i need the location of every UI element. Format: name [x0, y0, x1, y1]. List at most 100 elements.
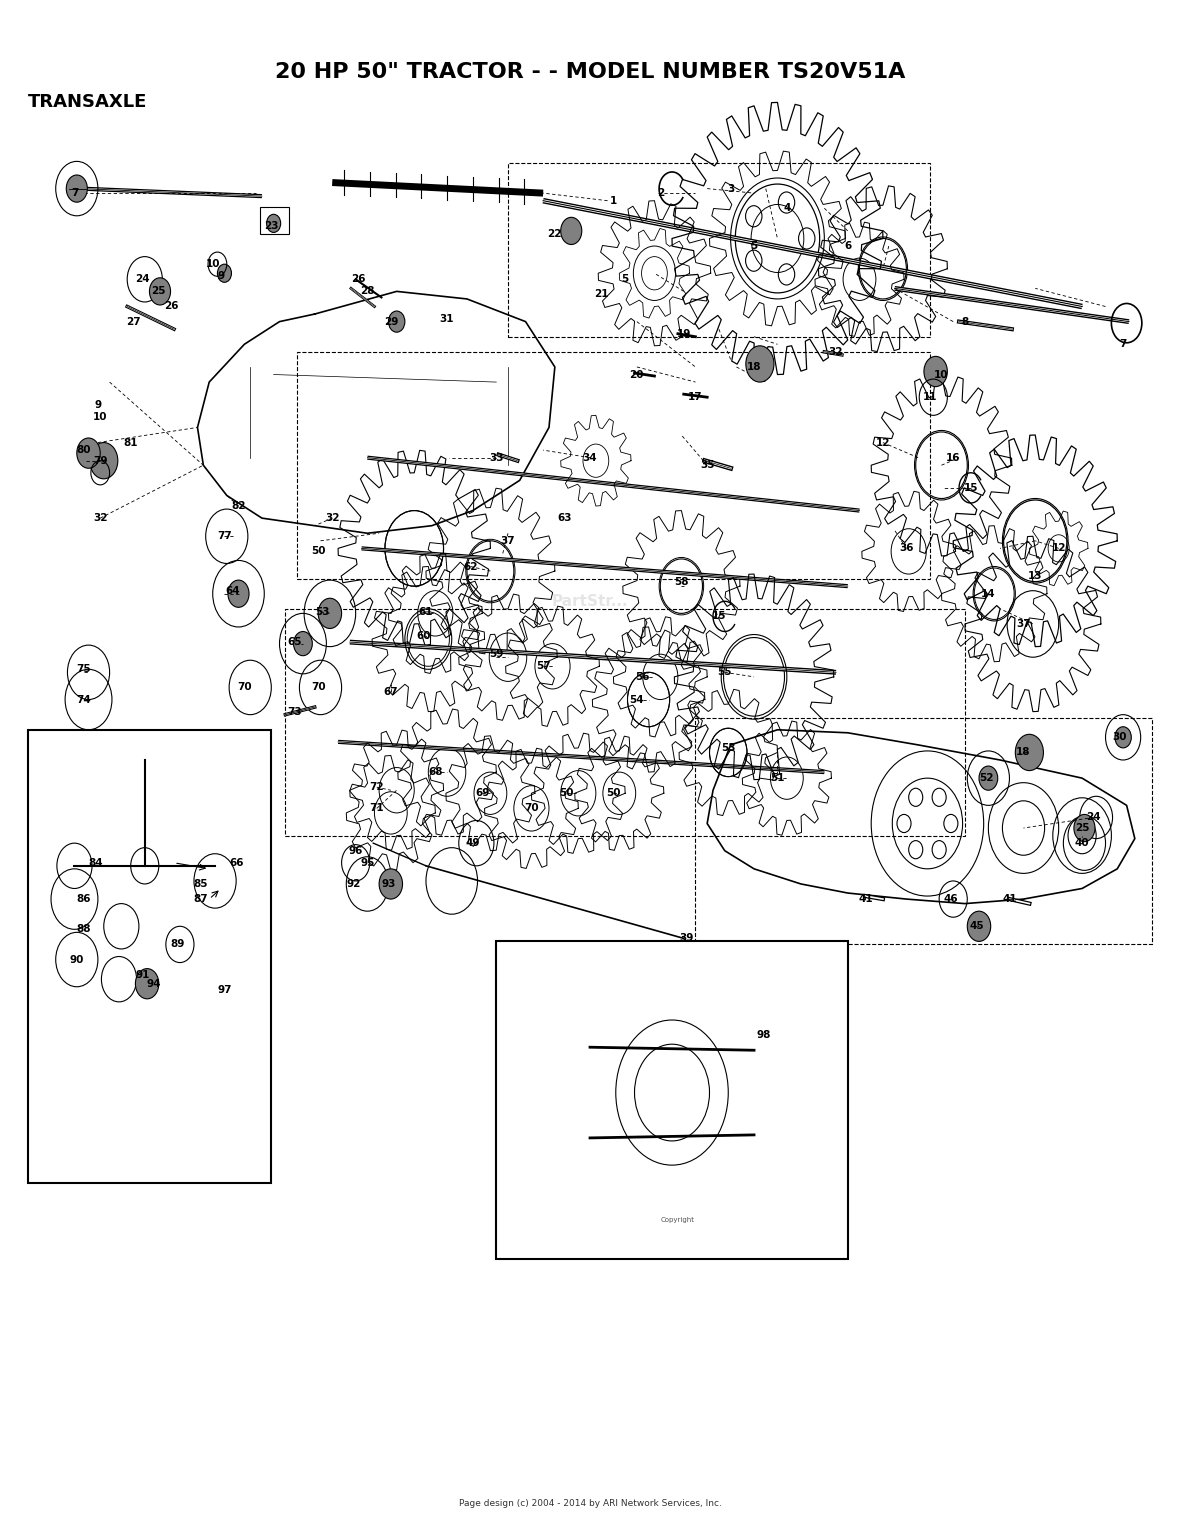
Text: 2: 2: [657, 188, 664, 198]
Text: 87: 87: [194, 894, 209, 904]
Text: 95: 95: [360, 857, 374, 868]
Text: 5: 5: [750, 242, 758, 251]
Circle shape: [319, 599, 341, 628]
Text: 32: 32: [828, 347, 844, 357]
Text: 32: 32: [93, 514, 107, 523]
Text: 9: 9: [94, 400, 101, 410]
Text: 40: 40: [1075, 838, 1089, 848]
Circle shape: [1115, 727, 1132, 748]
Text: 98: 98: [756, 1031, 771, 1040]
Circle shape: [217, 264, 231, 283]
Circle shape: [267, 214, 281, 233]
Text: 61: 61: [419, 606, 433, 617]
Text: 26: 26: [350, 274, 366, 284]
Text: 29: 29: [384, 316, 398, 327]
Text: 45: 45: [969, 921, 984, 932]
Text: 25: 25: [1075, 822, 1089, 833]
Text: 7: 7: [1120, 339, 1127, 350]
Text: 69: 69: [476, 789, 490, 798]
Text: 36: 36: [899, 543, 913, 553]
Text: 20: 20: [630, 369, 644, 380]
Text: 82: 82: [231, 502, 245, 511]
Text: 39: 39: [678, 933, 694, 944]
Text: 5: 5: [622, 274, 629, 284]
Text: 53: 53: [315, 606, 330, 617]
Text: 19: 19: [676, 328, 691, 339]
Text: 74: 74: [77, 695, 91, 705]
Text: 24: 24: [136, 274, 150, 284]
Text: 56: 56: [636, 672, 650, 682]
Text: 7: 7: [71, 188, 78, 198]
Circle shape: [1015, 734, 1043, 771]
Text: 96: 96: [348, 845, 363, 856]
Text: Copyright: Copyright: [661, 1216, 695, 1222]
Text: 71: 71: [369, 804, 384, 813]
Text: 21: 21: [595, 289, 609, 299]
Text: 27: 27: [126, 316, 140, 327]
Text: 32: 32: [324, 514, 340, 523]
Text: 88: 88: [77, 924, 91, 935]
Circle shape: [77, 438, 100, 468]
Text: 9: 9: [217, 271, 224, 281]
Text: 41: 41: [1002, 894, 1017, 904]
Circle shape: [90, 442, 118, 479]
Text: Page design (c) 2004 - 2014 by ARI Network Services, Inc.: Page design (c) 2004 - 2014 by ARI Netwo…: [459, 1499, 721, 1508]
Text: 89: 89: [170, 939, 185, 950]
Text: 10: 10: [93, 412, 107, 423]
Text: 23: 23: [264, 222, 278, 231]
Text: 59: 59: [489, 649, 504, 660]
Circle shape: [979, 766, 998, 790]
Text: 10: 10: [205, 260, 219, 269]
Text: 30: 30: [1113, 733, 1127, 742]
Text: 84: 84: [88, 857, 103, 868]
Text: 8: 8: [962, 316, 969, 327]
Text: 90: 90: [70, 955, 84, 965]
Text: 15: 15: [964, 483, 978, 492]
Text: 18: 18: [1016, 748, 1031, 757]
Text: 97: 97: [217, 985, 231, 994]
Text: 6: 6: [844, 242, 852, 251]
Text: 20 HP 50" TRACTOR - - MODEL NUMBER TS20V51A: 20 HP 50" TRACTOR - - MODEL NUMBER TS20V…: [275, 62, 905, 82]
Text: 63: 63: [557, 514, 571, 523]
Bar: [27, 730, 271, 1183]
Text: 70: 70: [237, 682, 251, 693]
Circle shape: [746, 347, 774, 382]
Circle shape: [968, 910, 991, 941]
Circle shape: [379, 869, 402, 898]
Text: 65: 65: [288, 637, 302, 648]
Text: 93: 93: [381, 879, 395, 889]
Text: 12: 12: [1051, 543, 1066, 553]
Text: 13: 13: [1028, 570, 1042, 581]
Text: 12: 12: [876, 438, 890, 447]
Text: 22: 22: [548, 230, 562, 239]
Text: 37: 37: [500, 537, 516, 546]
Text: 33: 33: [489, 453, 504, 462]
Text: 50: 50: [559, 789, 573, 798]
Text: 15: 15: [712, 611, 726, 622]
Text: 75: 75: [77, 664, 91, 675]
Text: 67: 67: [384, 687, 398, 698]
Text: 70: 70: [524, 804, 539, 813]
Text: 37: 37: [1016, 619, 1031, 629]
Text: 16: 16: [946, 453, 961, 462]
Text: 51: 51: [771, 774, 785, 783]
Text: 92: 92: [346, 879, 361, 889]
Circle shape: [66, 175, 87, 202]
Text: 10: 10: [935, 369, 949, 380]
Bar: [497, 941, 847, 1259]
Text: 86: 86: [77, 894, 91, 904]
Circle shape: [150, 278, 171, 306]
Text: 85: 85: [194, 879, 208, 889]
Text: 91: 91: [136, 970, 150, 980]
Text: 11: 11: [923, 392, 937, 403]
Text: 70: 70: [310, 682, 326, 693]
Text: 62: 62: [464, 561, 478, 572]
Text: 17: 17: [688, 392, 703, 403]
Text: 80: 80: [77, 445, 91, 454]
Text: PartStr...: PartStr...: [552, 594, 628, 610]
Text: 35: 35: [700, 461, 714, 470]
Text: 64: 64: [225, 585, 240, 596]
Text: 4: 4: [784, 204, 791, 213]
Text: 50: 50: [607, 789, 621, 798]
Text: TRANSAXLE: TRANSAXLE: [27, 93, 148, 111]
